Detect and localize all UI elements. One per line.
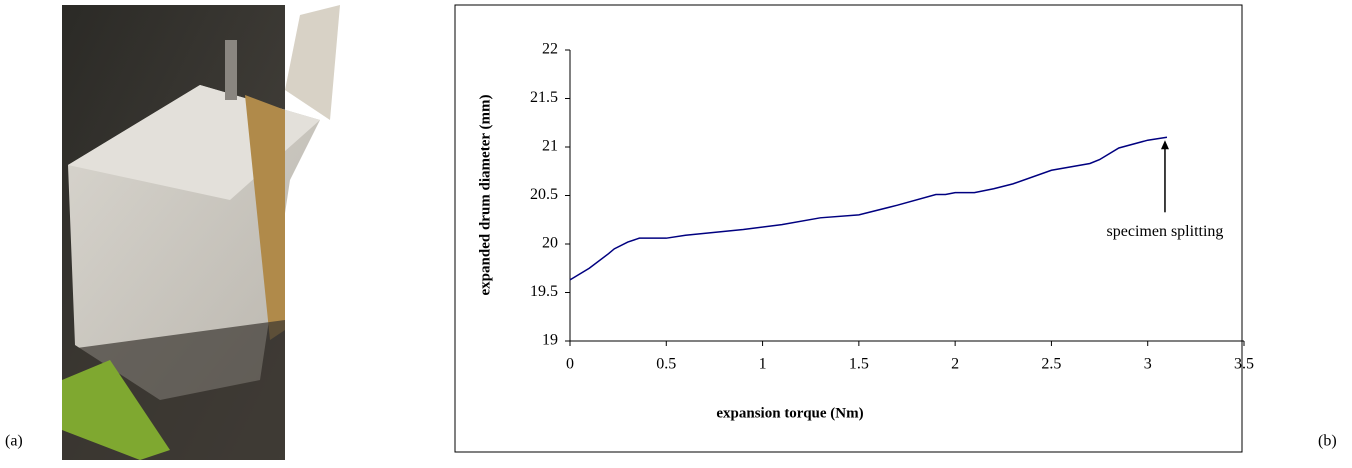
figure: (a) (b) expansion torque (Nm) expanded d… (0, 0, 1352, 463)
y-axis-label: expanded drum diameter (mm) (477, 95, 493, 296)
x-tick-label: 1 (759, 356, 767, 373)
y-tick-label: 19.5 (530, 283, 558, 300)
x-tick-label: 1.5 (849, 356, 869, 373)
x-tick-label: 0 (566, 356, 574, 373)
panel-label: (b) (1318, 433, 1337, 450)
y-tick-label: 20.5 (530, 186, 558, 203)
photo (62, 5, 340, 460)
fragment (285, 5, 340, 120)
panel-label: (a) (5, 433, 23, 450)
x-tick-label: 3.5 (1234, 356, 1254, 373)
y-tick-label: 20 (542, 235, 558, 252)
y-tick-label: 21 (542, 138, 558, 155)
annotation: specimen splitting (1107, 223, 1224, 240)
x-tick-label: 2 (951, 356, 959, 373)
y-tick-label: 21.5 (530, 89, 558, 106)
y-tick-label: 19 (542, 332, 558, 349)
x-axis-label: expansion torque (Nm) (716, 405, 863, 421)
y-tick-label: 22 (542, 41, 558, 58)
bolt (225, 40, 237, 100)
x-tick-label: 3 (1144, 356, 1152, 373)
x-tick-label: 2.5 (1041, 356, 1061, 373)
page: (a) (b) expansion torque (Nm) expanded d… (0, 0, 1352, 468)
x-tick-label: 0.5 (656, 356, 676, 373)
